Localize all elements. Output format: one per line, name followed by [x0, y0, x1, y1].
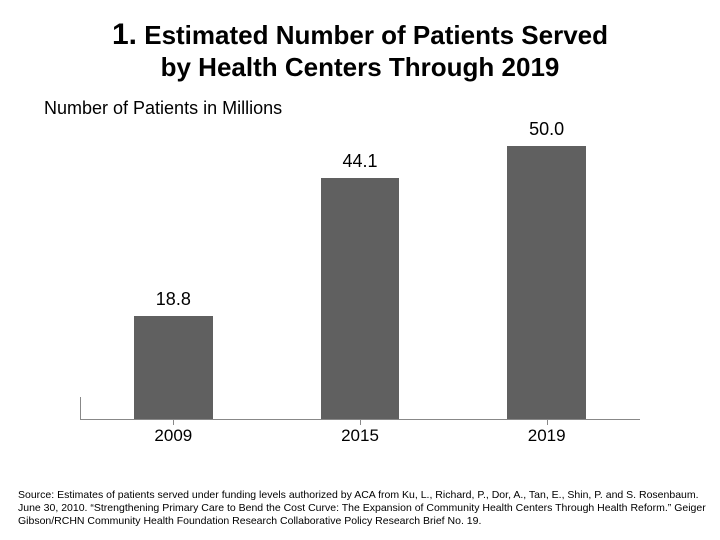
title-number: 1. — [112, 18, 137, 51]
title-line-2: by Health Centers Through 2019 — [161, 52, 560, 82]
source-citation: Source: Estimates of patients served und… — [18, 489, 706, 528]
plot-area: 18.8 44.1 50.0 — [80, 120, 640, 420]
x-tick — [547, 419, 548, 425]
x-tick — [173, 419, 174, 425]
bar-value-label: 18.8 — [123, 289, 223, 310]
chart-title: 1. Estimated Number of Patients Served b… — [0, 0, 720, 83]
bar — [134, 316, 212, 419]
x-axis-label: 2009 — [113, 426, 233, 446]
x-tick — [360, 419, 361, 425]
bar-value-label: 44.1 — [310, 151, 410, 172]
title-line-1: Estimated Number of Patients Served — [137, 20, 608, 50]
bar-value-label: 50.0 — [497, 119, 597, 140]
bar-chart: 18.8 44.1 50.0 2009 2015 2019 — [80, 120, 640, 450]
x-axis-label: 2019 — [487, 426, 607, 446]
bar — [321, 178, 399, 419]
x-axis-label: 2015 — [300, 426, 420, 446]
bar — [507, 146, 585, 419]
chart-subtitle: Number of Patients in Millions — [44, 98, 282, 119]
y-axis-line — [80, 397, 81, 419]
